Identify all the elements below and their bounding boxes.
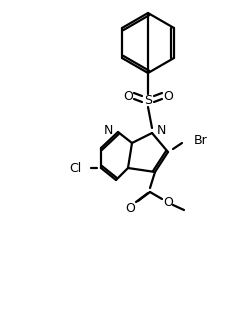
Text: S: S — [144, 94, 152, 107]
Text: N: N — [157, 125, 166, 138]
Text: O: O — [123, 90, 133, 103]
Text: O: O — [125, 202, 135, 215]
Text: O: O — [163, 90, 173, 103]
Text: Cl: Cl — [69, 162, 81, 175]
Text: N: N — [104, 123, 113, 136]
Text: O: O — [163, 196, 173, 209]
Text: Br: Br — [194, 134, 208, 147]
